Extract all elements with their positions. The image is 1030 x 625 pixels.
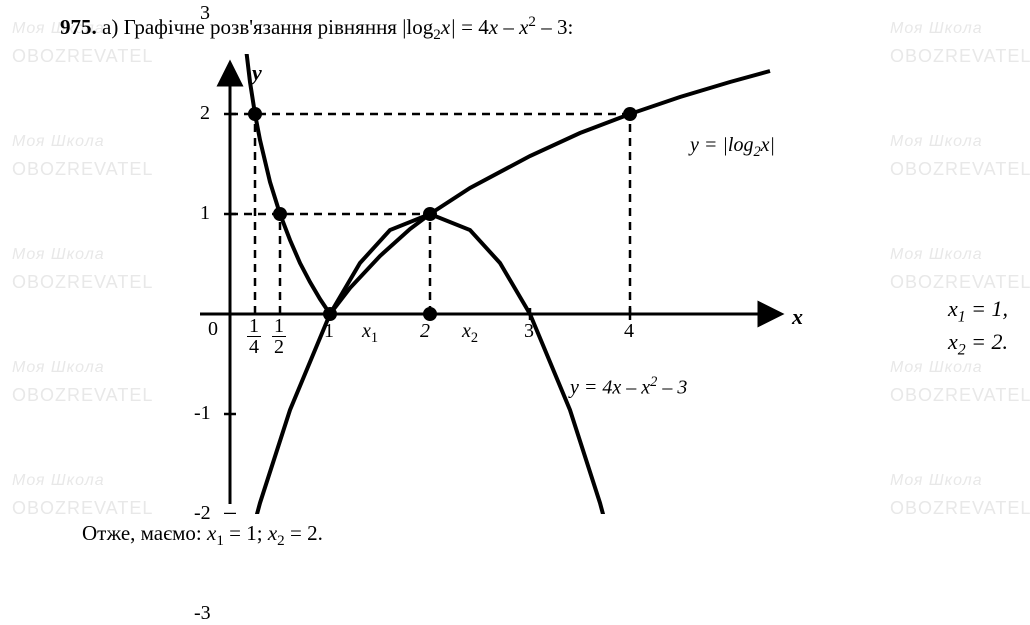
tick-label: 2 [420, 320, 430, 343]
tick-label: 0 [208, 318, 218, 341]
eq-tail: – 3: [536, 15, 573, 39]
tick-label: 3 [200, 2, 210, 25]
ans-b-x1-var: x [207, 521, 216, 545]
watermark-text: OBOZREVATEL [890, 46, 1030, 67]
problem-statement: 975. а) Графічне розв'язання рівняння |l… [60, 14, 573, 44]
tick-label: 12 [272, 316, 286, 357]
eq-sub: 2 [433, 27, 441, 43]
tick-label: 14 [247, 316, 261, 357]
eq-lhs: |log [402, 15, 433, 39]
ans-b-x2-sub: 2 [277, 533, 285, 549]
tick-label: -3 [194, 602, 211, 625]
answer-x2: x2 = 2. [948, 328, 1008, 361]
tick-label: x2 [462, 320, 478, 347]
eq-var2: x – x [489, 15, 529, 39]
problem-number: 975. [60, 15, 97, 39]
answer-x1: x1 = 1, [948, 295, 1008, 328]
ans-x1-sub: 1 [958, 308, 966, 325]
ans-x2-val: = 2. [966, 329, 1008, 354]
ans-x2-var: x [948, 329, 958, 354]
tick-label: -1 [194, 402, 211, 425]
watermark-text: OBOZREVATEL [890, 159, 1030, 180]
eq-exp: 2 [528, 14, 536, 30]
tick-label: 1 [200, 202, 210, 225]
ans-x1-val: = 1, [966, 296, 1008, 321]
watermark-text: OBOZREVATEL [890, 385, 1030, 406]
ans-x2-sub: 2 [958, 341, 966, 358]
curve-label-parabola: y = 4x – x2 – 3 [570, 374, 687, 400]
watermark-text: OBOZREVATEL [890, 272, 1030, 293]
tick-label: 1 [324, 320, 334, 343]
answer-bottom: Отже, маємо: x1 = 1; x2 = 2. [82, 521, 323, 550]
axis-label-x: x [792, 304, 803, 330]
ans-b-x2-val: = 2. [285, 521, 323, 545]
watermark-text: Моя Школа [890, 246, 983, 264]
ans-b-x1-val: = 1; [224, 521, 268, 545]
watermark-text: Моя Школа [890, 472, 983, 490]
axis-label-y: y [252, 60, 262, 86]
graph-panel: y x y = |log2x| y = 4x – x2 – 3 0321-1-2… [90, 54, 870, 514]
ans-b-x2-var: x [268, 521, 277, 545]
watermark-text: Моя Школа [890, 20, 983, 38]
tick-label: 2 [200, 102, 210, 125]
ans-b-x1-sub: 1 [216, 533, 224, 549]
tick-label: x1 [362, 320, 378, 347]
watermark-text: OBOZREVATEL [890, 498, 1030, 519]
problem-part: а) [102, 15, 118, 39]
ans-x1-var: x [948, 296, 958, 321]
watermark-text: Моя Школа [890, 359, 983, 377]
tick-label: 4 [624, 320, 634, 343]
eq-var: x| [441, 15, 456, 39]
eq-eq: = 4 [456, 15, 489, 39]
tick-label: 3 [524, 320, 534, 343]
answer-right: x1 = 1, x2 = 2. [948, 295, 1008, 361]
ans-bottom-prefix: Отже, маємо: [82, 521, 207, 545]
curve-label-log: y = |log2x| [690, 134, 775, 161]
watermark-text: Моя Школа [890, 133, 983, 151]
problem-text: Графічне розв'язання рівняння [124, 15, 403, 39]
